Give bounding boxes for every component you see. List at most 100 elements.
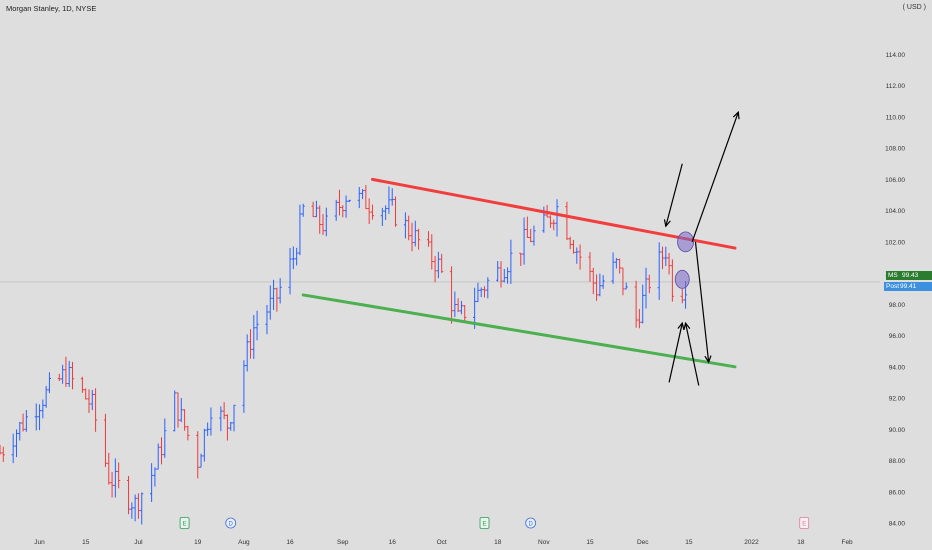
y-tick-label: 84.00 (889, 521, 906, 528)
ohlc-bar (324, 207, 328, 237)
ohlc-bar (268, 285, 272, 320)
x-tick-label: Jun (34, 539, 45, 546)
ohlc-bar (219, 406, 223, 432)
ohlc-bar (47, 372, 52, 394)
ohlc-bar (410, 222, 414, 252)
ohlc-bar (41, 399, 45, 419)
drawings-layer[interactable] (301, 110, 740, 386)
ohlc-bar (182, 409, 187, 431)
ohlc-bar (660, 246, 665, 270)
event-label: E (183, 521, 187, 527)
ohlc-bar (163, 418, 167, 458)
x-tick-label: 16 (286, 539, 294, 546)
ohlc-bar (548, 215, 553, 228)
ohlc-bar (298, 204, 302, 256)
ohlc-bar (499, 261, 503, 288)
arrow-drawing[interactable] (663, 163, 683, 228)
ohlc-bar (360, 189, 365, 200)
ohlc-bar (578, 244, 582, 270)
ohlc-bar (229, 421, 233, 431)
ohlc-bar (456, 298, 460, 313)
ohlc-bar (67, 360, 71, 387)
ohlc-bar (176, 392, 180, 428)
ohlc-bar (70, 361, 75, 390)
event-label: E (802, 521, 806, 527)
arrow-drawing[interactable] (668, 321, 685, 383)
earnings-event-marker[interactable]: E (479, 517, 490, 529)
ohlc-bar (222, 402, 226, 420)
ohlc-bar (57, 373, 61, 382)
ohlc-bar (0, 444, 2, 455)
ohlc-bar (624, 282, 628, 290)
ohlc-bar (61, 364, 65, 384)
x-tick-label: 18 (494, 539, 502, 546)
ohlc-bar (34, 403, 38, 431)
ohlc-bar (407, 215, 411, 241)
ohlc-bar (440, 253, 444, 273)
earnings-event-marker[interactable]: E (179, 517, 190, 529)
ohlc-bar (255, 310, 259, 341)
arrow-drawing[interactable] (683, 321, 700, 386)
y-tick-label: 92.00 (889, 396, 906, 403)
ohlc-bar (641, 284, 645, 324)
dividend-event-marker[interactable]: D (225, 517, 237, 529)
arrow-drawing[interactable] (694, 241, 712, 364)
ohlc-bar (288, 248, 292, 295)
arrow-drawing[interactable] (691, 110, 740, 243)
y-tick-label: 96.00 (889, 333, 906, 340)
event-label: E (483, 521, 487, 527)
y-tick-label: 104.00 (885, 208, 905, 215)
ohlc-bar (126, 475, 131, 515)
ohlc-bar (11, 433, 15, 464)
ohlc-bar (136, 493, 141, 519)
currency-label-open: ( (902, 4, 905, 11)
currency-label-close: ) (923, 4, 926, 11)
ohlc-bar (387, 186, 391, 214)
last-price-symbol: MS (888, 272, 898, 279)
x-tick-label: 15 (586, 539, 594, 546)
bars-layer (0, 185, 688, 525)
ohlc-bar (14, 429, 19, 458)
support-trendline[interactable] (301, 293, 737, 369)
highlight-ellipse[interactable] (674, 269, 690, 289)
ohlc-bar (403, 212, 408, 239)
post-price-badge: Post99.41 (884, 282, 932, 291)
ohlc-bar (295, 247, 299, 266)
x-tick-label: 15 (82, 539, 90, 546)
ohlc-bar (476, 282, 480, 303)
y-tick-label: 102.00 (885, 239, 905, 246)
dividend-event-marker[interactable]: D (525, 517, 537, 529)
x-tick-label: Dec (637, 539, 649, 546)
ohlc-bar (367, 198, 371, 225)
resistance-trendline[interactable] (370, 177, 737, 250)
x-tick-label: 2022 (744, 539, 759, 546)
ohlc-bar (90, 389, 94, 411)
x-tick-label: Sep (337, 539, 349, 546)
ohlc-bar (509, 239, 513, 284)
ohlc-bar (347, 199, 351, 203)
ohlc-bar (482, 286, 487, 298)
ohlc-bar (153, 467, 157, 487)
ohlc-bar (242, 360, 246, 413)
time-axis[interactable]: Jun 15 Jul 19 Aug 16 Sep 16 Oct 18 Nov 15 Dec 15 2022 1… (34, 539, 932, 546)
price-axis[interactable]: 84.00 86.00 88.00 90.00 92.00 94.00 96.00 98.00… (885, 52, 905, 528)
ohlc-bar (591, 267, 595, 295)
post-price-value: 99.41 (900, 283, 917, 290)
x-tick-label: Jul (134, 539, 143, 546)
post-price-symbol: Post (886, 283, 900, 290)
currency-label[interactable]: ( USD ) (903, 4, 926, 11)
ohlc-bar (84, 388, 88, 400)
ohlc-bar (680, 289, 684, 304)
highlight-ellipse[interactable] (677, 231, 694, 253)
ohlc-bar (667, 253, 671, 275)
ohlc-bar (502, 268, 506, 283)
ohlc-bar (199, 453, 203, 468)
chart-title: Morgan Stanley, 1D, NYSE (6, 4, 97, 13)
earnings-upcoming-event-marker[interactable]: E (799, 517, 810, 529)
ohlc-bar (433, 256, 437, 283)
ohlc-bar (113, 458, 117, 498)
y-tick-label: 90.00 (889, 427, 906, 434)
